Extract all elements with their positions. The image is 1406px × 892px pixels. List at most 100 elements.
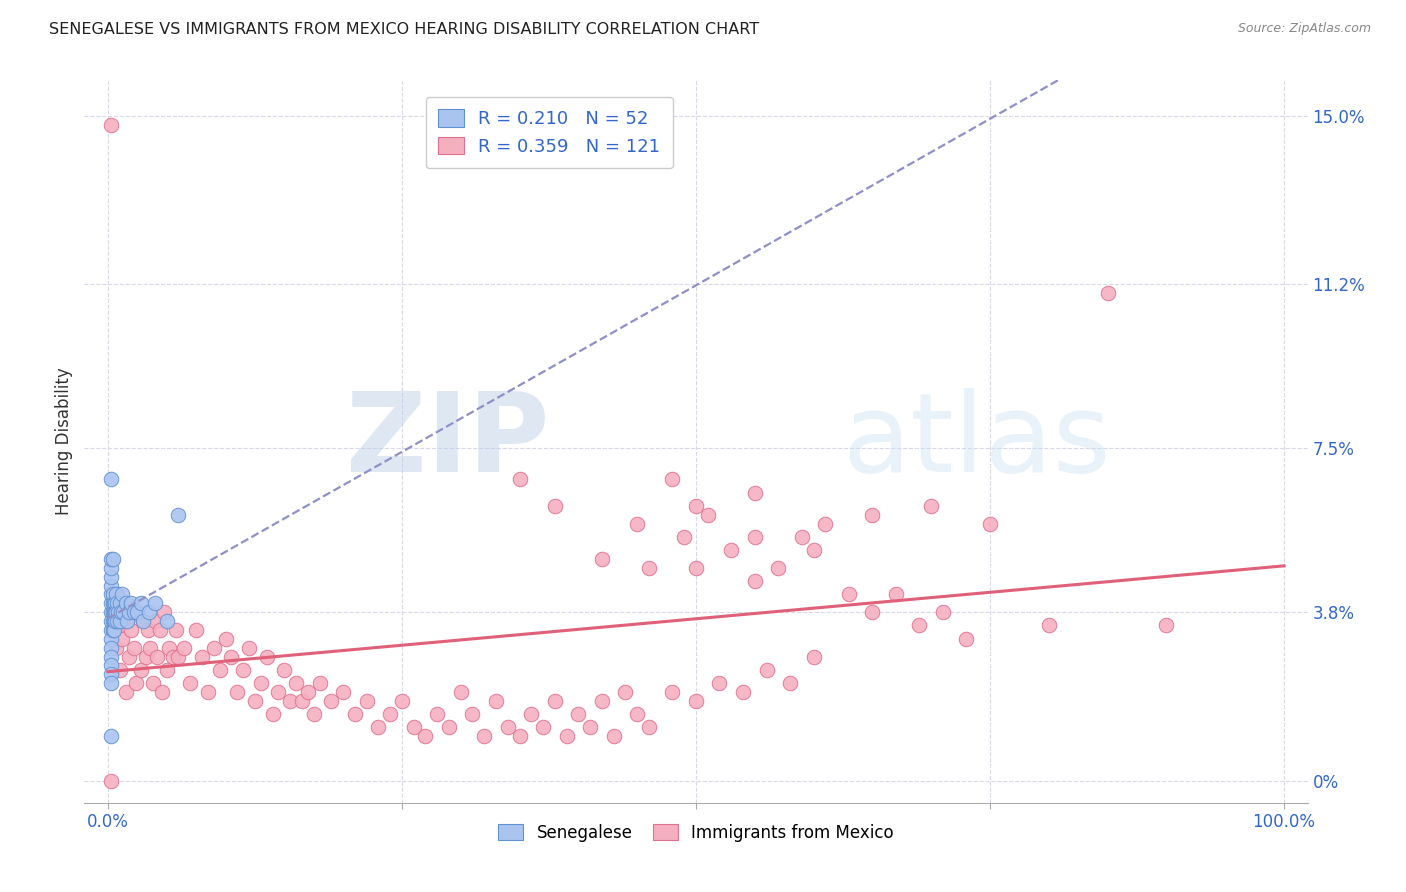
Point (243, 694, 266, 708)
Point (367, 721, 389, 735)
Point (302, 707, 325, 722)
Text: ZIP: ZIP (346, 388, 550, 495)
Point (143, 596, 166, 610)
Point (768, 561, 790, 575)
Point (111, 632, 134, 646)
Point (114, 685, 136, 699)
Point (744, 530, 766, 544)
Point (103, 623, 125, 637)
Point (278, 694, 301, 708)
Point (731, 685, 754, 699)
Point (100, 667, 122, 681)
Point (226, 685, 249, 699)
Point (105, 587, 128, 601)
Point (103, 605, 125, 619)
Point (1097, 286, 1119, 301)
Legend: Senegalese, Immigrants from Mexico: Senegalese, Immigrants from Mexico (492, 817, 900, 848)
Point (221, 649, 243, 664)
Point (661, 685, 683, 699)
Point (803, 543, 825, 558)
Point (100, 676, 122, 690)
Point (437, 721, 460, 735)
Point (129, 596, 152, 610)
Point (391, 694, 413, 708)
Point (103, 605, 125, 619)
Point (100, 729, 122, 743)
Point (426, 707, 449, 722)
Point (108, 618, 131, 632)
Point (496, 721, 519, 735)
Point (122, 640, 145, 655)
Point (685, 561, 707, 575)
Point (267, 685, 290, 699)
Point (100, 649, 122, 664)
Point (114, 596, 136, 610)
Point (110, 605, 132, 619)
Point (685, 499, 707, 513)
Point (1038, 618, 1060, 632)
Point (197, 685, 219, 699)
Point (567, 707, 589, 722)
Point (509, 472, 531, 486)
Point (136, 623, 159, 637)
Point (343, 707, 366, 722)
Point (127, 605, 149, 619)
Point (101, 623, 124, 637)
Point (709, 676, 731, 690)
Point (291, 694, 314, 708)
Point (356, 694, 378, 708)
Point (696, 508, 718, 522)
Point (485, 694, 508, 708)
Point (139, 640, 162, 655)
Point (520, 707, 543, 722)
Point (122, 605, 145, 619)
Point (285, 676, 308, 690)
Point (156, 614, 179, 628)
Point (129, 663, 152, 677)
Point (100, 118, 122, 132)
Point (100, 632, 122, 646)
Point (100, 579, 122, 593)
Point (415, 729, 437, 743)
Point (402, 721, 425, 735)
Point (472, 729, 495, 743)
Point (673, 530, 696, 544)
Point (202, 640, 225, 655)
Point (108, 596, 131, 610)
Text: Source: ZipAtlas.com: Source: ZipAtlas.com (1237, 22, 1371, 36)
Point (100, 552, 122, 566)
Point (162, 649, 184, 664)
Point (932, 605, 955, 619)
Point (157, 640, 180, 655)
Point (105, 605, 128, 619)
Point (103, 596, 125, 610)
Point (838, 587, 860, 601)
Point (544, 499, 567, 513)
Point (238, 640, 260, 655)
Point (118, 649, 141, 664)
Point (100, 561, 122, 575)
Point (602, 729, 624, 743)
Point (104, 605, 127, 619)
Point (118, 605, 141, 619)
Point (101, 614, 124, 628)
Point (380, 707, 402, 722)
Point (214, 632, 236, 646)
Point (860, 605, 883, 619)
Point (107, 605, 129, 619)
Point (544, 694, 567, 708)
Point (156, 663, 179, 677)
Point (112, 605, 135, 619)
Point (591, 552, 613, 566)
Point (273, 663, 295, 677)
Point (555, 729, 578, 743)
Point (115, 614, 138, 628)
Point (138, 605, 160, 619)
Point (103, 614, 125, 628)
Point (979, 516, 1001, 531)
Point (184, 623, 207, 637)
Point (149, 623, 172, 637)
Point (249, 676, 271, 690)
Point (100, 570, 122, 584)
Point (165, 623, 187, 637)
